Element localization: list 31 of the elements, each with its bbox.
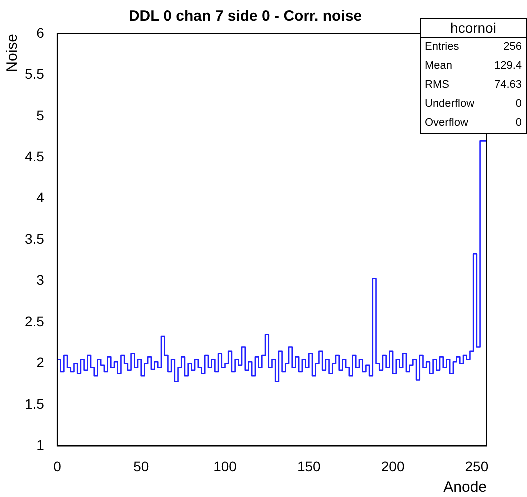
x-axis-title: Anode <box>444 479 487 496</box>
y-tick-label: 1 <box>36 437 45 454</box>
y-tick-label: 6 <box>36 24 45 41</box>
x-tick-label: 200 <box>381 458 405 474</box>
annotation: Entries <box>425 41 460 53</box>
y-tick-label: 5.5 <box>24 66 45 82</box>
text: 74.63 <box>494 79 522 91</box>
annotation: Mean <box>425 60 453 72</box>
y-tick-label: 3 <box>36 272 45 288</box>
x-tick-label: 0 <box>54 458 62 474</box>
x-tick-label: 100 <box>214 458 238 474</box>
y-tick-label: 5 <box>36 107 45 124</box>
annotation: RMS <box>425 79 450 91</box>
y-axis-title: Noise <box>4 34 22 72</box>
annotation: Overflow <box>425 117 468 129</box>
text: 129.4 <box>494 60 522 72</box>
y-tick-label: 1.5 <box>24 396 45 412</box>
y-tick-label: 3.5 <box>24 230 45 247</box>
annotation: hcornoi <box>421 19 526 38</box>
y-tick-label: 4.5 <box>24 148 45 165</box>
x-tick-label: 150 <box>297 458 322 474</box>
y-tick-label: 4 <box>36 190 45 206</box>
text: 256 <box>504 41 522 53</box>
chart-title: DDL 0 chan 7 side 0 - Corr. noise <box>128 8 362 26</box>
y-tick-label: 2.5 <box>24 313 45 330</box>
annotation: Underflow <box>425 98 475 110</box>
text: 0 <box>516 117 522 129</box>
x-tick-label: 50 <box>134 458 150 474</box>
y-tick-label: 2 <box>36 354 45 371</box>
x-tick-label: 250 <box>465 458 489 474</box>
text: 0 <box>516 98 522 110</box>
